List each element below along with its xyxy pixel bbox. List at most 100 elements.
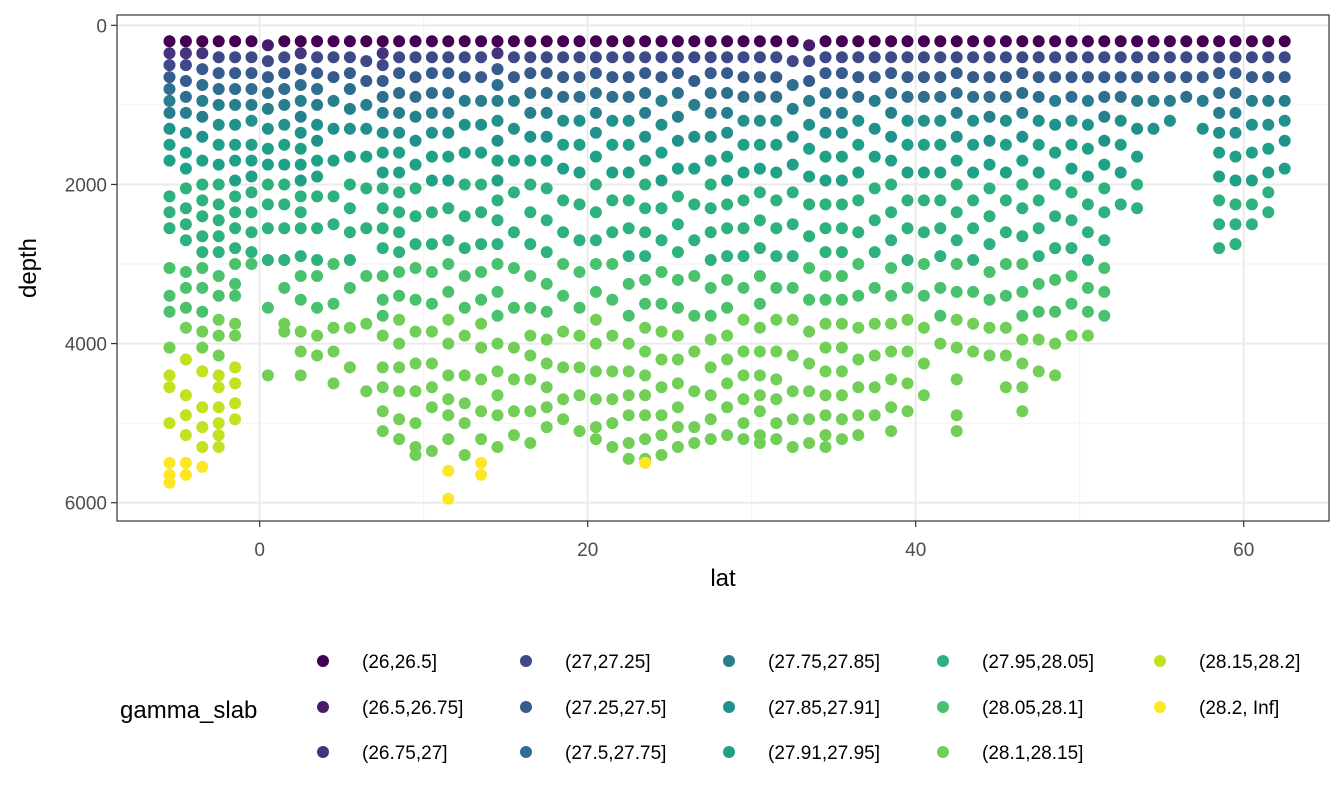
data-point (950, 258, 963, 270)
data-point (343, 83, 356, 95)
data-point (934, 35, 947, 48)
data-point (1032, 90, 1045, 103)
data-point (819, 270, 832, 282)
data-point (901, 281, 914, 294)
data-point (1049, 94, 1062, 107)
data-point (917, 226, 930, 239)
legend-label: (26,26.5] (362, 652, 437, 673)
data-point (721, 401, 734, 414)
data-point (179, 234, 192, 247)
data-point (622, 166, 635, 179)
data-point (573, 71, 586, 84)
data-point (950, 234, 963, 247)
data-point (1081, 305, 1094, 318)
data-point (934, 114, 947, 127)
data-point (196, 460, 209, 473)
data-point (475, 405, 488, 418)
data-point (622, 365, 635, 378)
legend-label: (27,27.25] (565, 652, 651, 673)
data-point (688, 421, 701, 434)
data-point (803, 75, 816, 87)
data-point (967, 35, 980, 48)
data-point (212, 369, 225, 382)
data-point (212, 349, 225, 362)
data-point (852, 258, 865, 270)
data-point (950, 154, 963, 167)
data-point (491, 309, 504, 322)
data-point (212, 118, 225, 131)
data-point (655, 429, 668, 442)
data-point (770, 222, 783, 235)
data-point (1196, 35, 1209, 48)
data-point (901, 166, 914, 179)
data-point (393, 226, 406, 239)
data-point (770, 373, 783, 386)
data-point (376, 106, 389, 119)
data-point (540, 401, 553, 414)
data-point (1032, 305, 1045, 318)
data-point (1016, 381, 1029, 394)
data-point (1180, 51, 1193, 64)
data-point (999, 289, 1012, 302)
data-point (458, 449, 471, 461)
data-point (393, 413, 406, 426)
data-point (786, 413, 799, 426)
data-point (311, 134, 324, 147)
data-point (294, 47, 307, 60)
data-point (261, 102, 274, 115)
data-point (671, 110, 684, 123)
data-point (655, 94, 668, 107)
data-point (819, 198, 832, 211)
data-point (1147, 94, 1160, 107)
data-point (475, 178, 488, 191)
data-point (1065, 242, 1078, 255)
legend-key (520, 655, 532, 667)
data-point (475, 373, 488, 386)
data-point (655, 353, 668, 366)
data-point (704, 106, 717, 119)
legend-label: (28.2, Inf] (1199, 698, 1279, 719)
data-point (852, 321, 865, 334)
data-point (950, 313, 963, 326)
data-point (507, 35, 520, 48)
data-point (1049, 178, 1062, 191)
data-point (967, 222, 980, 235)
data-point (786, 79, 799, 91)
data-point (589, 421, 602, 434)
data-point (999, 90, 1012, 103)
data-point (409, 110, 422, 123)
data-point (1114, 71, 1127, 84)
data-point (442, 258, 455, 270)
data-point (475, 468, 488, 481)
data-point (458, 270, 471, 282)
data-point (393, 146, 406, 159)
data-point (868, 349, 881, 362)
x-tick-label: 0 (254, 540, 265, 561)
data-point (819, 67, 832, 80)
data-point (475, 341, 488, 354)
data-point (950, 178, 963, 191)
data-point (196, 130, 209, 143)
data-point (704, 130, 717, 143)
data-point (639, 202, 652, 215)
data-point (245, 138, 258, 151)
data-point (1114, 198, 1127, 211)
data-point (835, 198, 848, 211)
data-point (704, 178, 717, 191)
data-point (1163, 35, 1176, 48)
data-point (655, 35, 668, 48)
data-point (1278, 71, 1291, 84)
data-point (770, 166, 783, 179)
data-point (737, 71, 750, 84)
data-point (278, 138, 291, 151)
data-point (458, 369, 471, 382)
data-point (1081, 281, 1094, 294)
data-point (343, 102, 356, 115)
legend: gamma_slab (26,26.5] (26.5,26.75] (26.75,2… (120, 652, 1300, 764)
data-point (491, 154, 504, 167)
data-point (803, 293, 816, 306)
legend-key (1154, 701, 1166, 713)
data-point (950, 67, 963, 80)
data-point (376, 381, 389, 394)
data-point (458, 397, 471, 410)
